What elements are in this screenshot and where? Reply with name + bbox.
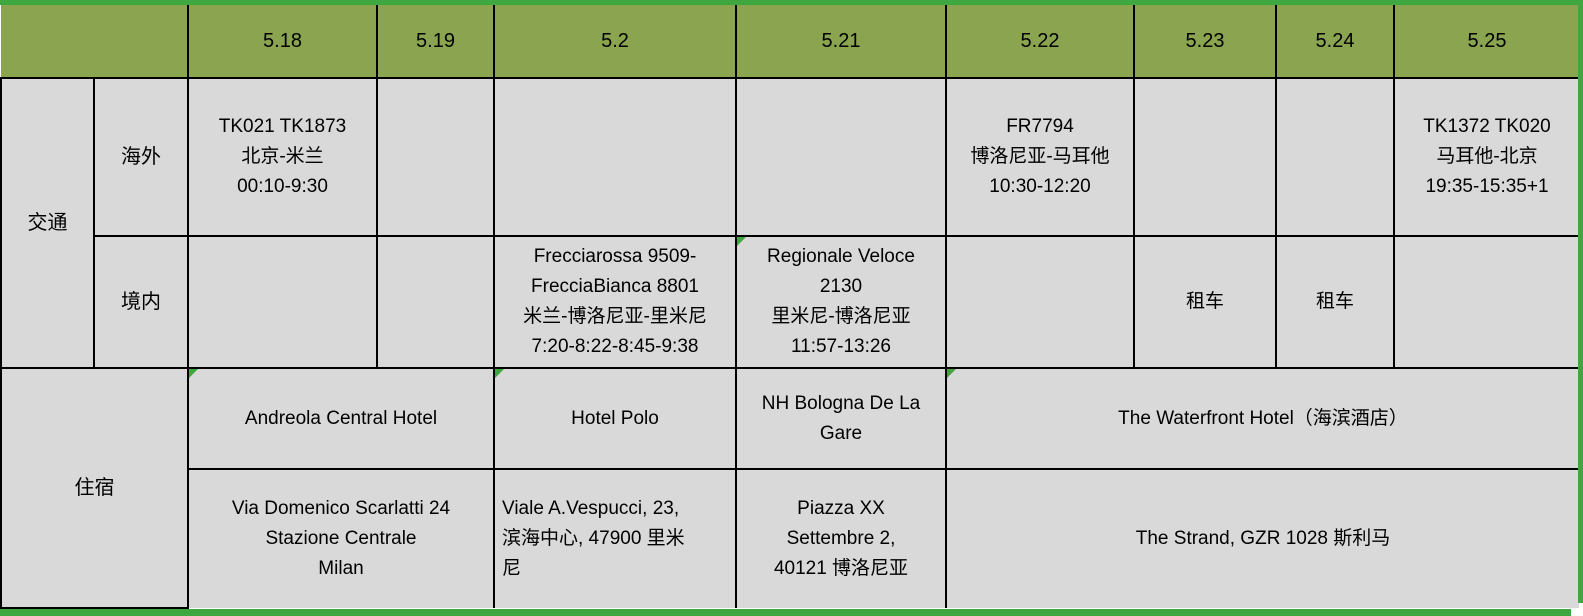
date-header-5-18[interactable]: 5.18	[187, 5, 378, 79]
hotel-nh-bologna-cell[interactable]: NH Bologna De La Gare	[735, 367, 947, 470]
selection-border-top	[0, 0, 1583, 5]
domestic-cell-5-24[interactable]: 租车	[1275, 235, 1395, 369]
domestic-cell-5-19[interactable]	[376, 235, 495, 369]
transport-row-label[interactable]: 交通	[0, 77, 95, 369]
hotel-polo-cell[interactable]: Hotel Polo	[493, 367, 737, 470]
domestic-cell-text: Regionale Veloce 2130 里米尼-博洛尼亚 11:57-13:…	[767, 246, 915, 357]
cell-flag-icon	[190, 370, 198, 378]
selection-border-right	[1578, 0, 1583, 603]
overseas-cell-5-25[interactable]: TK1372 TK020 马耳他-北京 19:35-15:35+1	[1393, 77, 1579, 237]
overseas-cell-5-18[interactable]: TK021 TK1873 北京-米兰 00:10-9:30	[187, 77, 378, 237]
domestic-cell-5-2[interactable]: Frecciarossa 9509- FrecciaBianca 8801 米兰…	[493, 235, 737, 369]
overseas-cell-5-2[interactable]	[493, 77, 737, 237]
overseas-cell-5-22[interactable]: FR7794 博洛尼亚-马耳他 10:30-12:20	[945, 77, 1135, 237]
address-bologna-cell[interactable]: Piazza XX Settembre 2, 40121 博洛尼亚	[735, 468, 947, 608]
domestic-cell-5-25[interactable]	[1393, 235, 1579, 369]
overseas-cell-5-24[interactable]	[1275, 77, 1395, 237]
overseas-row-label[interactable]: 海外	[93, 77, 189, 237]
selection-border-bottom	[0, 609, 1571, 616]
domestic-cell-5-21[interactable]: Regionale Veloce 2130 里米尼-博洛尼亚 11:57-13:…	[735, 235, 947, 369]
cell-flag-icon	[738, 238, 746, 246]
overseas-cell-5-21[interactable]	[735, 77, 947, 237]
address-sliema-cell[interactable]: The Strand, GZR 1028 斯利马	[945, 468, 1579, 608]
domestic-cell-5-18[interactable]	[187, 235, 378, 369]
corner-cell[interactable]	[1, 5, 189, 79]
date-header-5-21[interactable]: 5.21	[735, 5, 947, 79]
domestic-cell-5-23[interactable]: 租车	[1133, 235, 1277, 369]
overseas-cell-5-19[interactable]	[376, 77, 495, 237]
date-header-5-22[interactable]: 5.22	[945, 5, 1135, 79]
hotel-andreola-cell[interactable]: Andreola Central Hotel	[187, 367, 495, 470]
lodging-row-label[interactable]: 住宿	[0, 367, 189, 609]
itinerary-table: 5.18 5.19 5.2 5.21 5.22 5.23 5.24 5.25 交…	[0, 5, 1579, 609]
date-header-5-23[interactable]: 5.23	[1133, 5, 1277, 79]
address-milan-cell[interactable]: Via Domenico Scarlatti 24 Stazione Centr…	[187, 468, 495, 608]
date-header-5-24[interactable]: 5.24	[1275, 5, 1395, 79]
hotel-waterfront-cell[interactable]: The Waterfront Hotel（海滨酒店）	[945, 367, 1579, 470]
address-rimini-cell[interactable]: Viale A.Vespucci, 23, 滨海中心, 47900 里米 尼	[493, 468, 737, 608]
hotel-name: The Waterfront Hotel（海滨酒店）	[1118, 407, 1408, 429]
cell-flag-icon	[948, 370, 956, 378]
hotel-name: Hotel Polo	[571, 407, 659, 429]
date-header-5-2[interactable]: 5.2	[493, 5, 737, 79]
overseas-cell-5-23[interactable]	[1133, 77, 1277, 237]
hotel-name: Andreola Central Hotel	[244, 407, 438, 429]
date-header-5-25[interactable]: 5.25	[1393, 5, 1579, 79]
domestic-cell-5-22[interactable]	[945, 235, 1135, 369]
date-header-5-19[interactable]: 5.19	[376, 5, 495, 79]
cell-flag-icon	[496, 370, 504, 378]
domestic-row-label[interactable]: 境内	[93, 235, 189, 369]
